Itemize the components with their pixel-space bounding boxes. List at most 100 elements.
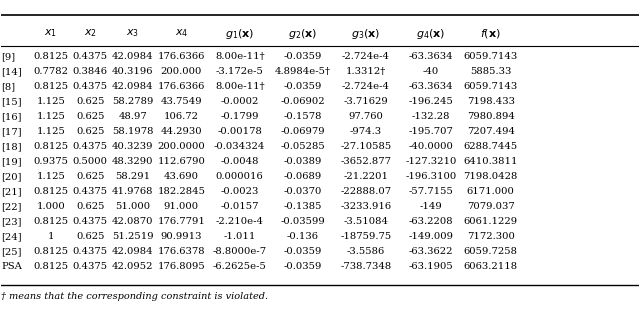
Text: [18]: [18] bbox=[1, 142, 22, 151]
Text: $x_4$: $x_4$ bbox=[175, 28, 188, 40]
Text: [16]: [16] bbox=[1, 112, 22, 121]
Text: -195.707: -195.707 bbox=[408, 127, 453, 136]
Text: -2.210e-4: -2.210e-4 bbox=[216, 217, 264, 226]
Text: PSA: PSA bbox=[1, 262, 22, 271]
Text: 0.4375: 0.4375 bbox=[73, 187, 108, 196]
Text: -3233.916: -3233.916 bbox=[340, 202, 392, 211]
Text: -40.0000: -40.0000 bbox=[408, 142, 453, 151]
Text: -0.0359: -0.0359 bbox=[284, 262, 322, 271]
Text: -8.8000e-7: -8.8000e-7 bbox=[212, 247, 267, 256]
Text: -196.3100: -196.3100 bbox=[405, 172, 456, 181]
Text: -0.0689: -0.0689 bbox=[284, 172, 322, 181]
Text: -63.2208: -63.2208 bbox=[408, 217, 453, 226]
Text: 200.0000: 200.0000 bbox=[157, 142, 205, 151]
Text: -0.034324: -0.034324 bbox=[214, 142, 266, 151]
Text: 51.2519: 51.2519 bbox=[112, 232, 154, 241]
Text: [14]: [14] bbox=[1, 67, 22, 76]
Text: 6171.000: 6171.000 bbox=[467, 187, 515, 196]
Text: 5885.33: 5885.33 bbox=[470, 67, 511, 76]
Text: 7198.433: 7198.433 bbox=[467, 97, 515, 106]
Text: 58.1978: 58.1978 bbox=[112, 127, 154, 136]
Text: -3.71629: -3.71629 bbox=[344, 97, 388, 106]
Text: -63.1905: -63.1905 bbox=[408, 262, 453, 271]
Text: [15]: [15] bbox=[1, 97, 22, 106]
Text: 106.72: 106.72 bbox=[164, 112, 199, 121]
Text: 97.760: 97.760 bbox=[348, 112, 383, 121]
Text: -0.0389: -0.0389 bbox=[284, 157, 322, 166]
Text: 7980.894: 7980.894 bbox=[467, 112, 515, 121]
Text: 0.3846: 0.3846 bbox=[73, 67, 108, 76]
Text: 0.625: 0.625 bbox=[76, 202, 104, 211]
Text: † means that the corresponding constraint is violated.: † means that the corresponding constrain… bbox=[1, 292, 269, 301]
Text: [9]: [9] bbox=[1, 52, 15, 61]
Text: 112.6790: 112.6790 bbox=[157, 157, 205, 166]
Text: 0.9375: 0.9375 bbox=[33, 157, 68, 166]
Text: -0.0002: -0.0002 bbox=[221, 97, 259, 106]
Text: -0.136: -0.136 bbox=[287, 232, 319, 241]
Text: 1.125: 1.125 bbox=[36, 127, 65, 136]
Text: -0.06902: -0.06902 bbox=[280, 97, 325, 106]
Text: -0.0370: -0.0370 bbox=[284, 187, 322, 196]
Text: -974.3: -974.3 bbox=[350, 127, 382, 136]
Text: -738.7348: -738.7348 bbox=[340, 262, 392, 271]
Text: 1.125: 1.125 bbox=[36, 172, 65, 181]
Text: 6410.3811: 6410.3811 bbox=[463, 157, 518, 166]
Text: -3.5586: -3.5586 bbox=[347, 247, 385, 256]
Text: -0.06979: -0.06979 bbox=[280, 127, 325, 136]
Text: -3.51084: -3.51084 bbox=[344, 217, 388, 226]
Text: $g_1(\mathbf{x})$: $g_1(\mathbf{x})$ bbox=[225, 27, 254, 40]
Text: 0.8125: 0.8125 bbox=[33, 52, 68, 61]
Text: 41.9768: 41.9768 bbox=[112, 187, 154, 196]
Text: $x_2$: $x_2$ bbox=[84, 28, 97, 40]
Text: 182.2845: 182.2845 bbox=[157, 187, 205, 196]
Text: -0.0023: -0.0023 bbox=[221, 187, 259, 196]
Text: [21]: [21] bbox=[1, 187, 22, 196]
Text: -3.172e-5: -3.172e-5 bbox=[216, 67, 264, 76]
Text: 176.6366: 176.6366 bbox=[157, 82, 205, 91]
Text: 176.8095: 176.8095 bbox=[157, 262, 205, 271]
Text: -57.7155: -57.7155 bbox=[408, 187, 453, 196]
Text: 7172.300: 7172.300 bbox=[467, 232, 515, 241]
Text: 0.8125: 0.8125 bbox=[33, 187, 68, 196]
Text: 0.4375: 0.4375 bbox=[73, 52, 108, 61]
Text: -21.2201: -21.2201 bbox=[344, 172, 388, 181]
Text: -3652.877: -3652.877 bbox=[340, 157, 392, 166]
Text: $g_2(\mathbf{x})$: $g_2(\mathbf{x})$ bbox=[288, 27, 317, 40]
Text: 0.8125: 0.8125 bbox=[33, 247, 68, 256]
Text: 8.00e-11†: 8.00e-11† bbox=[215, 82, 264, 91]
Text: 91.000: 91.000 bbox=[164, 202, 199, 211]
Text: -27.10585: -27.10585 bbox=[340, 142, 392, 151]
Text: $x_3$: $x_3$ bbox=[126, 28, 140, 40]
Text: -0.05285: -0.05285 bbox=[280, 142, 325, 151]
Text: -0.0048: -0.0048 bbox=[220, 157, 259, 166]
Text: -22888.07: -22888.07 bbox=[340, 187, 392, 196]
Text: 6288.7445: 6288.7445 bbox=[463, 142, 518, 151]
Text: $x_1$: $x_1$ bbox=[44, 28, 58, 40]
Text: -2.724e-4: -2.724e-4 bbox=[342, 52, 390, 61]
Text: -149: -149 bbox=[419, 202, 442, 211]
Text: 7198.0428: 7198.0428 bbox=[463, 172, 518, 181]
Text: 0.625: 0.625 bbox=[76, 97, 104, 106]
Text: -63.3622: -63.3622 bbox=[408, 247, 453, 256]
Text: -0.00178: -0.00178 bbox=[217, 127, 262, 136]
Text: -0.1578: -0.1578 bbox=[284, 112, 322, 121]
Text: 44.2930: 44.2930 bbox=[161, 127, 202, 136]
Text: 1.125: 1.125 bbox=[36, 112, 65, 121]
Text: [8]: [8] bbox=[1, 82, 15, 91]
Text: 58.291: 58.291 bbox=[115, 172, 150, 181]
Text: 42.0870: 42.0870 bbox=[112, 217, 154, 226]
Text: 6061.1229: 6061.1229 bbox=[464, 217, 518, 226]
Text: 0.8125: 0.8125 bbox=[33, 217, 68, 226]
Text: -63.3634: -63.3634 bbox=[408, 82, 453, 91]
Text: -0.03599: -0.03599 bbox=[280, 217, 325, 226]
Text: 51.000: 51.000 bbox=[115, 202, 150, 211]
Text: [17]: [17] bbox=[1, 127, 22, 136]
Text: 6059.7143: 6059.7143 bbox=[463, 82, 518, 91]
Text: 42.0984: 42.0984 bbox=[112, 52, 154, 61]
Text: -0.0359: -0.0359 bbox=[284, 52, 322, 61]
Text: 0.4375: 0.4375 bbox=[73, 262, 108, 271]
Text: 176.6378: 176.6378 bbox=[157, 247, 205, 256]
Text: -0.0157: -0.0157 bbox=[220, 202, 259, 211]
Text: [23]: [23] bbox=[1, 217, 22, 226]
Text: 200.000: 200.000 bbox=[161, 67, 202, 76]
